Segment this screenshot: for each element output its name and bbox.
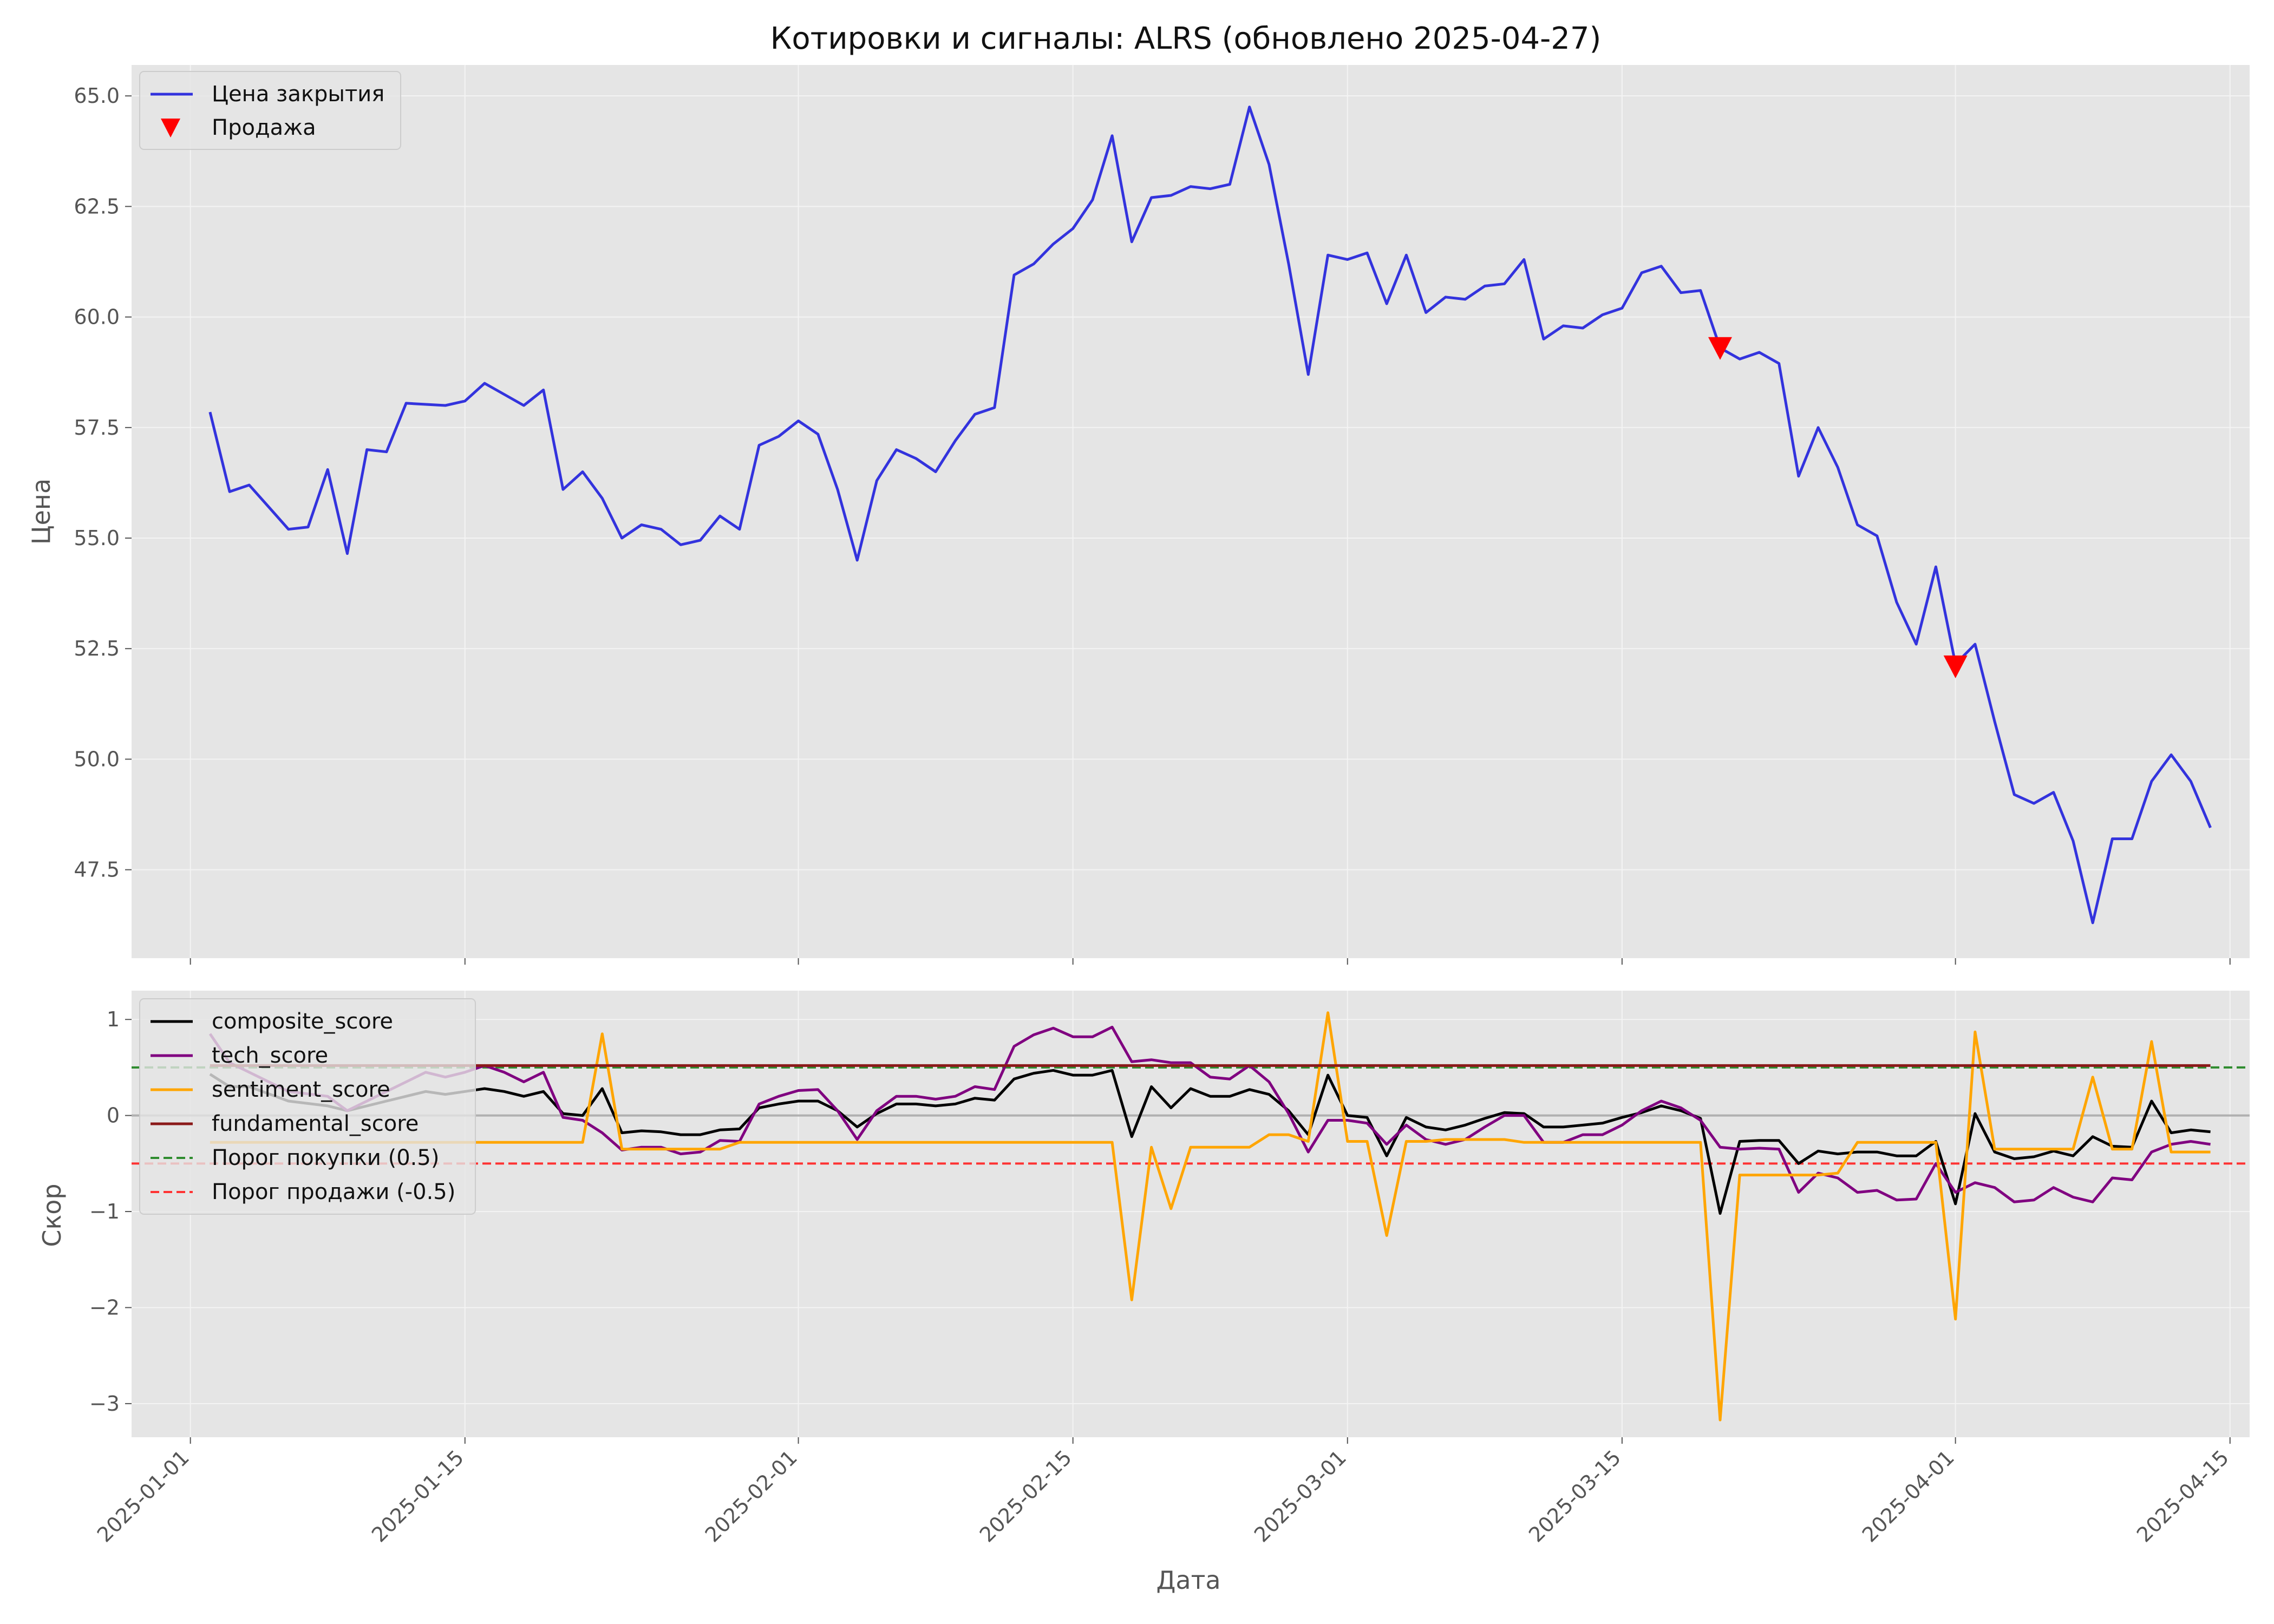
scores-series-layer bbox=[208, 1011, 2211, 1422]
price-legend: Цена закрытия Продажа bbox=[139, 71, 401, 150]
y-tick-label: −3 bbox=[89, 1392, 120, 1416]
price-legend-box bbox=[139, 71, 401, 150]
price-series-layer bbox=[208, 106, 2212, 925]
legend-sell-marker-icon bbox=[161, 119, 180, 137]
legend-label-sentiment: sentiment_score bbox=[212, 1077, 390, 1102]
y-tick-label: 57.5 bbox=[74, 416, 120, 440]
y-tick-label: 52.5 bbox=[74, 637, 120, 660]
legend-label-sell-threshold: Порог продажи (-0.5) bbox=[212, 1180, 455, 1204]
y-tick-label: 1 bbox=[107, 1007, 120, 1031]
series-line-series bbox=[208, 106, 2212, 925]
y-tick-label: 0 bbox=[107, 1104, 120, 1128]
price-plot-area bbox=[132, 65, 2250, 958]
legend-label-fundamental: fundamental_score bbox=[212, 1111, 419, 1136]
price-x-ticks bbox=[190, 958, 2231, 965]
legend-label-tech: tech_score bbox=[212, 1043, 328, 1068]
chart-title: Котировки и сигналы: ALRS (обновлено 202… bbox=[770, 21, 1602, 56]
scores-y-axis-label: Скор bbox=[37, 1183, 67, 1247]
y-tick-label: 60.0 bbox=[74, 305, 120, 329]
price-y-axis-label: Цена bbox=[27, 479, 56, 545]
sell-signal-marker bbox=[1708, 337, 1732, 360]
sell-signal-marker bbox=[1943, 655, 1968, 678]
x-axis-label: Дата bbox=[1156, 1566, 1220, 1595]
y-tick-label: 47.5 bbox=[74, 858, 120, 882]
legend-label-close-price: Цена закрытия bbox=[212, 82, 384, 107]
series-line-composite-score bbox=[209, 1069, 2211, 1215]
scores-legend-box bbox=[139, 998, 476, 1215]
scores-panel: −3−2−101 2025-01-01 2025-01-15 2025-02-01 2… bbox=[37, 991, 2250, 1595]
scores-y-ticks: −3 −2 −1 0 1 bbox=[89, 1007, 132, 1416]
y-tick-label: −2 bbox=[89, 1295, 120, 1319]
scores-reference-lines bbox=[132, 1066, 2250, 1165]
y-tick-label: 50.0 bbox=[74, 747, 120, 771]
legend-label-composite: composite_score bbox=[212, 1009, 393, 1034]
y-tick-label: −1 bbox=[89, 1200, 120, 1223]
y-tick-label: 62.5 bbox=[74, 194, 120, 218]
price-gridlines bbox=[132, 65, 2250, 958]
y-tick-label: 65.0 bbox=[74, 84, 120, 108]
scores-legend: composite_score tech_score sentiment_sco… bbox=[139, 998, 476, 1215]
series-line-tech-score bbox=[208, 1025, 2211, 1203]
legend-label-buy-threshold: Порог покупки (0.5) bbox=[212, 1145, 439, 1170]
series-line-sentiment-score bbox=[210, 1011, 2211, 1422]
legend-label-sell: Продажа bbox=[212, 115, 316, 140]
price-panel: 47.5 50.0 52.5 55.0 57.5 60.0 62.5 65.0 Цена Це… bbox=[27, 65, 2250, 965]
price-y-ticks: 47.5 50.0 52.5 55.0 57.5 60.0 62.5 65.0 bbox=[74, 84, 132, 882]
y-tick-label: 55.0 bbox=[74, 526, 120, 550]
